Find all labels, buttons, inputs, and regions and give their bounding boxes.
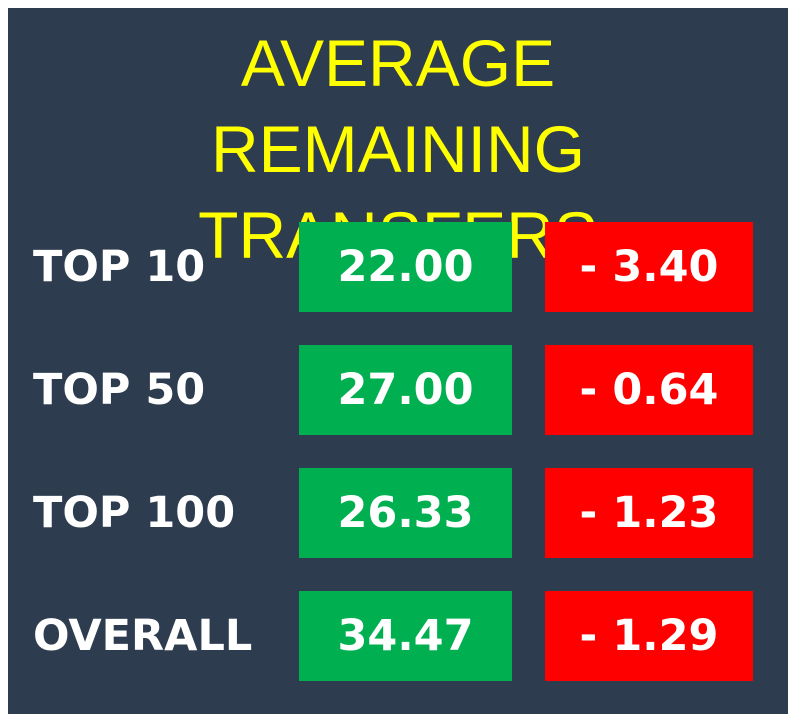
row-label: TOP 100 bbox=[33, 488, 236, 538]
change-value: - 1.29 bbox=[545, 591, 753, 681]
average-value: 27.00 bbox=[299, 345, 512, 435]
average-value: 26.33 bbox=[299, 468, 512, 558]
change-value: - 3.40 bbox=[545, 222, 753, 312]
change-value: - 0.64 bbox=[545, 345, 753, 435]
title: AVERAGE REMAINING TRANSFERS bbox=[198, 26, 598, 272]
change-value: - 1.23 bbox=[545, 468, 753, 558]
average-value: 22.00 bbox=[299, 222, 512, 312]
row-label: TOP 50 bbox=[33, 365, 206, 415]
row-label: TOP 10 bbox=[33, 242, 206, 292]
panel: AVERAGE REMAINING TRANSFERS TOP 1022.00-… bbox=[8, 8, 788, 714]
row-label: OVERALL bbox=[33, 611, 253, 661]
average-value: 34.47 bbox=[299, 591, 512, 681]
